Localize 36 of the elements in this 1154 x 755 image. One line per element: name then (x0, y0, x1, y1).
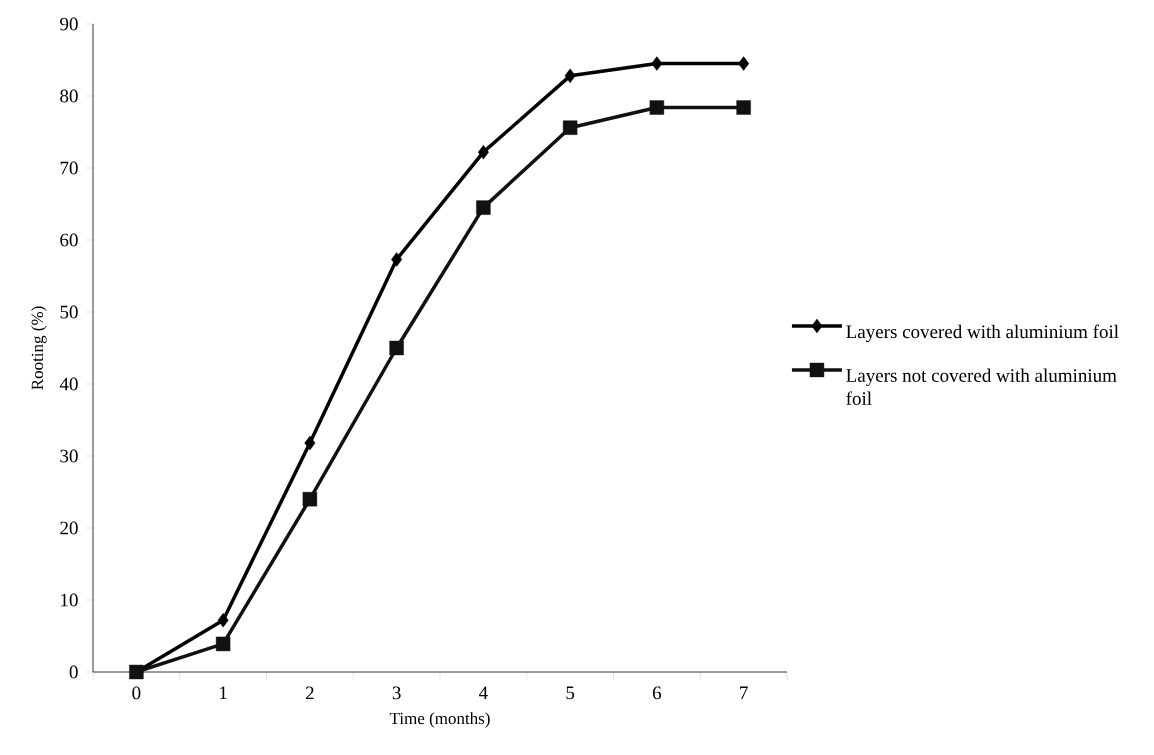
legend-label: Layers not covered with aluminium foil (846, 368, 1117, 405)
y-tick-label: 40 (59, 377, 78, 391)
x-tick-label: 7 (740, 686, 748, 699)
legend-label: Layers covered with aluminium foil (846, 324, 1119, 343)
y-tick-label: 20 (60, 521, 78, 535)
point (302, 492, 318, 507)
y-tick-label: 30 (60, 449, 78, 463)
point (476, 200, 491, 215)
point (562, 120, 578, 135)
x-tick-label: 5 (566, 686, 575, 700)
x-tick-label: 6 (652, 686, 662, 700)
point (651, 56, 663, 71)
x-tick-label: 0 (132, 686, 141, 700)
y-tick-label: 90 (60, 17, 78, 31)
y-tick-label: 80 (60, 89, 78, 103)
point (738, 56, 750, 71)
point (564, 68, 576, 84)
point (217, 612, 229, 628)
y-tick-label: 70 (60, 161, 78, 175)
point (477, 144, 489, 160)
x-tick-label: 4 (479, 686, 488, 700)
point (304, 435, 316, 451)
point (389, 340, 404, 356)
y-tick-label: 10 (61, 593, 78, 607)
y-tick-label: 50 (60, 305, 78, 319)
y-tick-label: 0 (69, 665, 78, 679)
x-tick-label: 1 (220, 686, 227, 700)
x-tick-label: 3 (392, 686, 401, 700)
point (215, 636, 231, 652)
x-axis-title: Time (months) (389, 712, 490, 728)
y-axis-title: Rooting (%) (31, 306, 47, 390)
point (649, 100, 665, 115)
x-tick-label: 2 (305, 686, 314, 700)
point (736, 100, 751, 115)
point (391, 252, 403, 267)
y-tick-label: 60 (60, 233, 78, 247)
